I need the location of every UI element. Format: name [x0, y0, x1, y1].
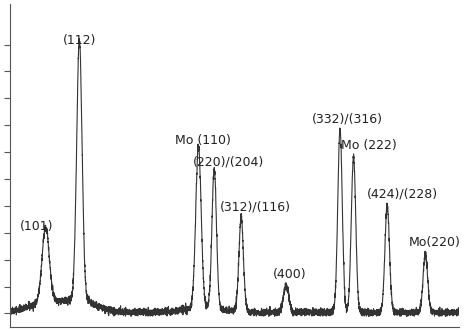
- Text: (400): (400): [273, 268, 306, 281]
- Text: (220)/(204): (220)/(204): [193, 155, 264, 168]
- Text: (332)/(316): (332)/(316): [312, 112, 383, 125]
- Text: Mo(220): Mo(220): [409, 236, 461, 249]
- Text: Mo (222): Mo (222): [341, 139, 397, 152]
- Text: (312)/(116): (312)/(116): [220, 201, 291, 214]
- Text: Mo (110): Mo (110): [175, 134, 231, 147]
- Text: (101): (101): [19, 220, 53, 233]
- Text: (112): (112): [63, 34, 96, 47]
- Text: (424)/(228): (424)/(228): [367, 187, 438, 201]
